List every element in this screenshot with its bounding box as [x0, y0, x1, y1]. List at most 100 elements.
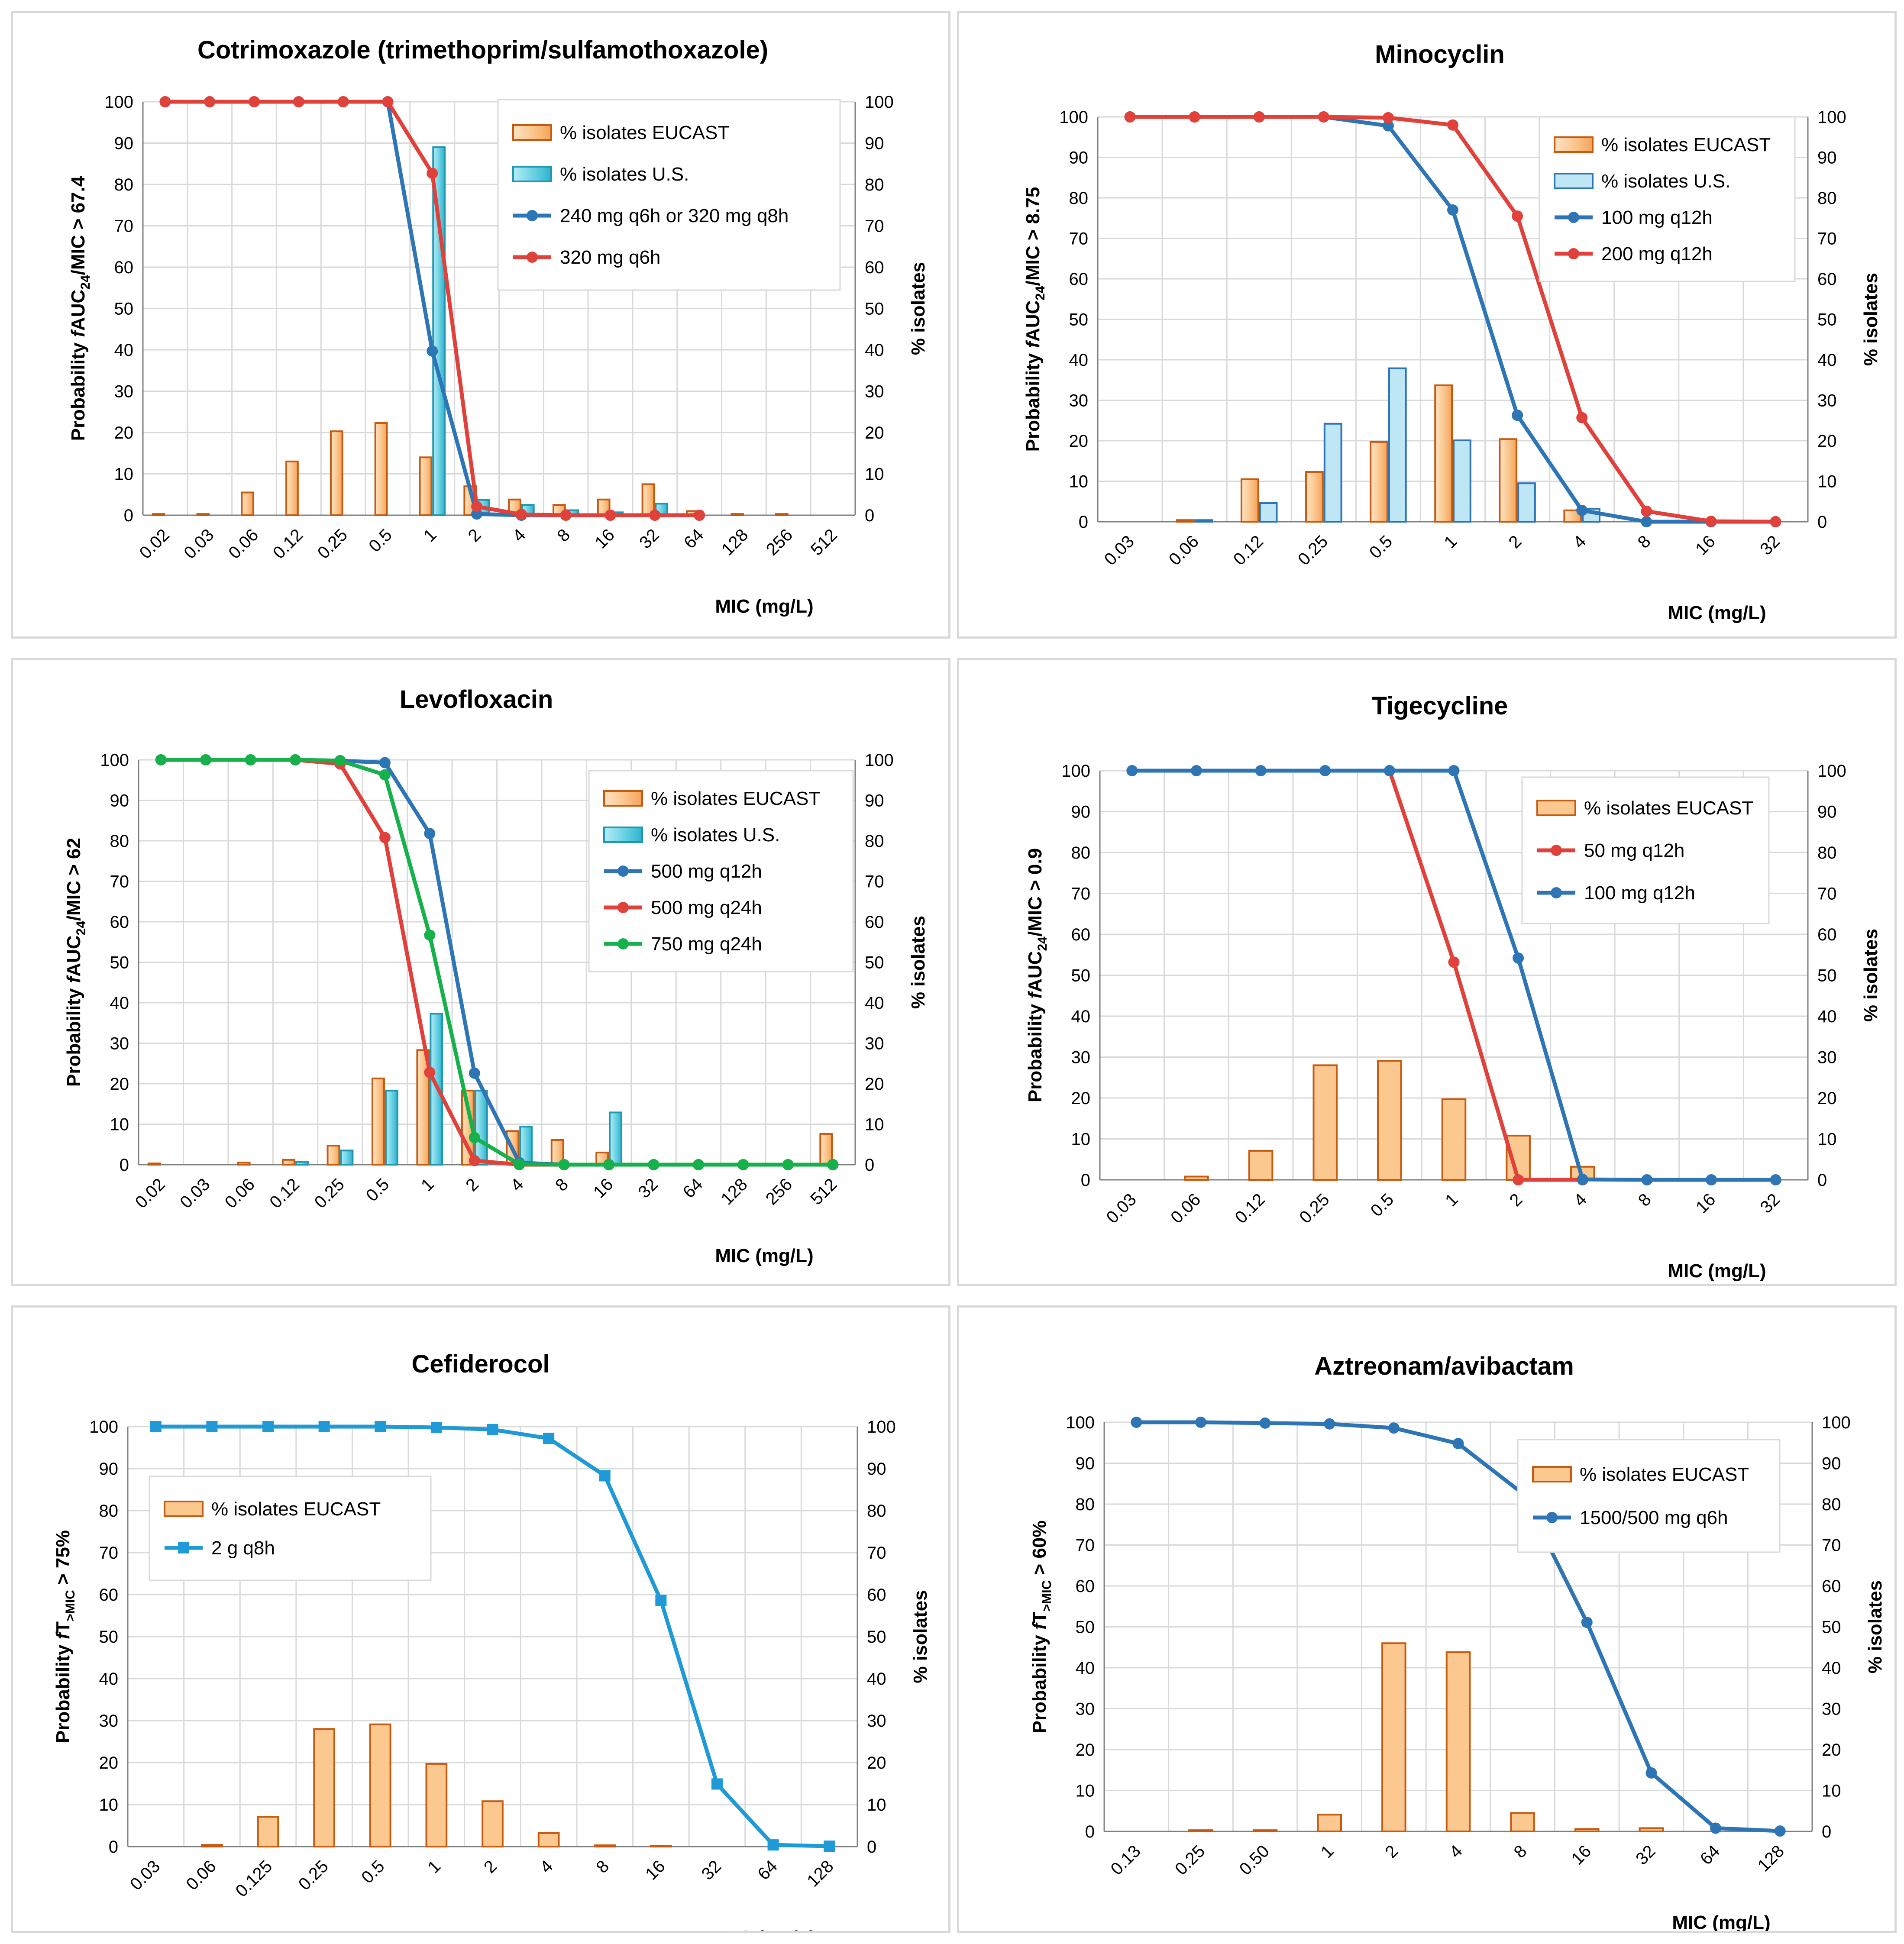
point-marker: [293, 96, 304, 107]
x-tick-label: 8: [1510, 1841, 1531, 1862]
point-marker: [560, 510, 572, 521]
point-marker: [1318, 111, 1329, 123]
x-tick-label: 0.03: [126, 1857, 164, 1894]
point-marker: [649, 510, 661, 521]
x-tick-label: 0.02: [132, 1175, 169, 1212]
point-marker: [827, 1159, 839, 1170]
y-tick-label-left: 100: [1066, 1413, 1095, 1432]
y-tick-label-right: 10: [1817, 472, 1837, 491]
bar: [1259, 502, 1278, 523]
bar: [425, 1763, 448, 1848]
y-label-part: AUC: [63, 935, 84, 976]
bar: [1445, 1651, 1471, 1833]
y-tick-label-right: 80: [867, 1502, 886, 1521]
point-marker: [245, 754, 256, 765]
point-marker: [249, 96, 260, 107]
bar-series: [201, 1723, 672, 1848]
bar: [650, 1845, 672, 1848]
x-tick-label: 0.25: [1294, 532, 1332, 569]
legend-label: % isolates U.S.: [651, 824, 780, 846]
bar: [609, 1111, 622, 1166]
point-marker: [1131, 1417, 1142, 1428]
bar: [340, 1150, 354, 1166]
legend-label: 1500/500 mg q6h: [1580, 1507, 1728, 1528]
y-tick-label-left: 0: [1079, 513, 1088, 532]
x-axis-label: MIC (mg/L): [715, 1245, 813, 1266]
bar: [1639, 1827, 1664, 1832]
bar: [1574, 1828, 1600, 1832]
y-tick-label-right: 60: [1822, 1577, 1841, 1596]
legend-label: % isolates EUCAST: [1580, 1464, 1749, 1485]
y-tick-label-left: 60: [99, 1586, 119, 1605]
point-marker: [427, 345, 438, 357]
x-tick-label: 0.03: [180, 525, 217, 562]
legend-swatch-bar: [164, 1501, 204, 1517]
y-tick-label-left: 10: [1071, 1130, 1091, 1149]
legend: % isolates EUCAST 50 mg q12h 100 mg q12h: [1521, 776, 1770, 924]
y-tick-label-left: 40: [1069, 351, 1089, 370]
x-tick-label: 128: [718, 525, 752, 559]
y-tick-label-right: 70: [867, 1544, 886, 1563]
y-label-part: /MIC > 8.75: [1022, 187, 1044, 286]
y-tick-label-right: 30: [1817, 1048, 1837, 1067]
y-tick-label-left: 50: [99, 1628, 119, 1647]
y-tick-label-left: 60: [114, 258, 134, 277]
y-label-part: Probability: [1022, 348, 1044, 452]
y-axis-label-left: Probability fAUC24/MIC > 0.9: [1025, 848, 1050, 1102]
y-tick-label-right: 50: [867, 1628, 886, 1647]
y-tick-label-right: 60: [867, 1586, 886, 1605]
y-tick-label-right: 100: [1822, 1413, 1851, 1432]
bar: [374, 422, 388, 516]
y-tick-label-left: 40: [1076, 1659, 1095, 1678]
legend-box: [497, 99, 841, 291]
x-axis-label: MIC (mg/L): [715, 596, 813, 617]
point-marker: [1512, 210, 1523, 222]
legend-label: 200 mg q12h: [1601, 243, 1713, 265]
y-tick-label-right: 0: [1822, 1822, 1831, 1841]
point-marker: [469, 1155, 480, 1166]
bar: [482, 1800, 504, 1847]
legend: % isolates EUCAST % isolates U.S. 100 mg q…: [1539, 116, 1796, 282]
x-tick-label: 0.12: [1230, 532, 1267, 569]
y-tick-label-left: 40: [110, 994, 129, 1013]
y-tick-label-left: 80: [1071, 843, 1091, 862]
point-marker: [1577, 1174, 1588, 1185]
bar: [1252, 1829, 1278, 1833]
y-label-part: >MIC: [1040, 1580, 1054, 1612]
y-tick-label-left: 80: [114, 175, 134, 194]
y-tick-label-right: 70: [1817, 229, 1837, 249]
x-tick-label: 0.03: [1103, 1190, 1140, 1227]
point-marker: [318, 1421, 330, 1432]
point-marker: [337, 96, 349, 107]
y-tick-label-right: 80: [1817, 843, 1837, 862]
y-tick-label-right: 60: [865, 258, 884, 277]
y-tick-label-left: 70: [110, 872, 129, 891]
x-tick-label: 0.02: [136, 525, 173, 562]
y-tick-label-left: 10: [1069, 472, 1089, 491]
y-tick-label-left: 100: [100, 751, 129, 770]
bar: [537, 1832, 560, 1847]
point-marker: [379, 769, 391, 781]
x-axis-label: MIC (mg/L): [1668, 1260, 1766, 1282]
point-marker: [1581, 1617, 1593, 1628]
y-tick-label-right: 20: [865, 1075, 884, 1094]
y-tick-label-right: 30: [867, 1711, 886, 1731]
y-tick-label-right: 100: [1817, 762, 1846, 781]
x-tick-label: 4: [509, 525, 529, 546]
legend-label: 2 g q8h: [211, 1537, 275, 1559]
legend: % isolates EUCAST 1500/500 mg q6h: [1517, 1439, 1781, 1553]
legend-label: 50 mg q12h: [1584, 840, 1684, 861]
x-tick-label: 128: [717, 1175, 751, 1208]
x-tick-label: 64: [1697, 1841, 1724, 1869]
y-tick-label-right: 40: [1817, 351, 1837, 370]
y-tick-label-right: 30: [1817, 391, 1837, 410]
bar: [1176, 519, 1195, 523]
bar: [1370, 441, 1388, 523]
y-tick-label-left: 90: [99, 1460, 119, 1479]
chart-title: Tigecycline: [1372, 692, 1508, 720]
legend-label: 100 mg q12h: [1601, 207, 1713, 228]
line-series: [1126, 765, 1781, 1185]
y-tick-label-right: 80: [1822, 1495, 1841, 1514]
y-tick-label-left: 90: [1069, 149, 1089, 168]
bar-series: [1194, 367, 1600, 523]
